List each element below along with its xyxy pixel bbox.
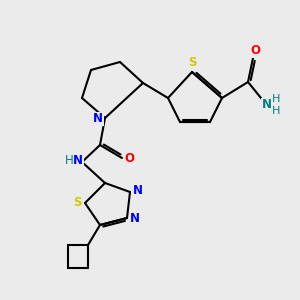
Text: H: H — [272, 106, 280, 116]
Text: H: H — [64, 154, 74, 167]
Text: N: N — [93, 112, 103, 125]
Text: N: N — [262, 98, 272, 112]
Text: H: H — [272, 94, 280, 104]
Text: O: O — [124, 152, 134, 166]
Text: N: N — [73, 154, 83, 167]
Text: O: O — [250, 44, 260, 58]
Text: N: N — [133, 184, 143, 197]
Text: S: S — [188, 56, 196, 70]
Text: S: S — [73, 196, 81, 209]
Text: N: N — [130, 212, 140, 226]
